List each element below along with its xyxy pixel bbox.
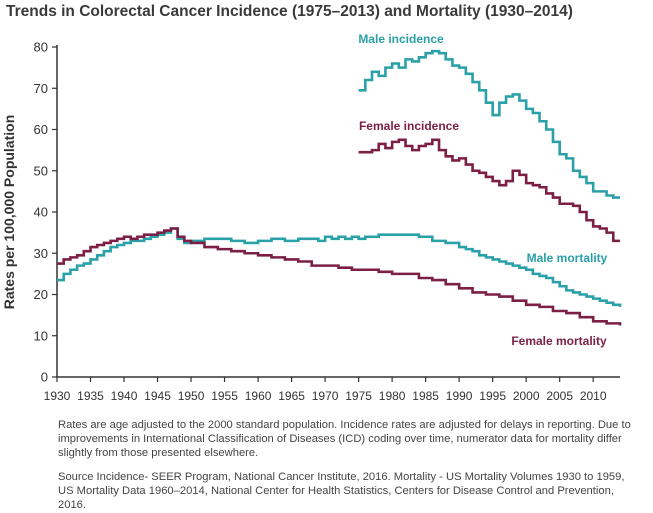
y-tick-label: 20	[34, 287, 48, 302]
y-tick-label: 80	[34, 40, 48, 55]
x-tick-label: 1950	[178, 389, 205, 403]
x-tick-label: 1955	[211, 389, 238, 403]
male-incidence-label: Male incidence	[358, 32, 444, 46]
x-tick-label: 2010	[580, 389, 607, 403]
female-mortality-label: Female mortality	[511, 334, 607, 348]
male-incidence-line	[358, 49, 620, 199]
x-tick-label: 1970	[312, 389, 339, 403]
female-incidence-line	[358, 138, 620, 243]
x-tick-label: 1985	[412, 389, 439, 403]
female-mortality-line	[57, 227, 622, 326]
methodology-note: Rates are age adjusted to the 2000 stand…	[58, 419, 631, 459]
y-tick-label: 40	[34, 205, 48, 220]
series-labels: Male incidence Female incidence Male morta…	[358, 32, 607, 348]
y-tick-label: 30	[34, 246, 48, 261]
x-tick-label: 1965	[278, 389, 305, 403]
x-tick-label: 2005	[546, 389, 573, 403]
y-tick-label: 0	[41, 370, 48, 385]
source-note: Source Incidence- SEER Program, National…	[58, 471, 625, 511]
x-tick-label: 1980	[379, 389, 406, 403]
x-tick-label: 1995	[479, 389, 506, 403]
x-tick-label: 1945	[144, 389, 171, 403]
series-layer	[57, 49, 622, 326]
female-incidence-label: Female incidence	[359, 119, 459, 133]
x-tick-label: 1990	[446, 389, 473, 403]
x-tick-label: 1975	[345, 389, 372, 403]
chart-title: Trends in Colorectal Cancer Incidence (1…	[6, 3, 573, 20]
y-tick-label: 50	[34, 163, 48, 178]
y-tick-label: 10	[34, 328, 48, 343]
x-tick-label: 2000	[513, 389, 540, 403]
y-tick-label: 70	[34, 81, 48, 96]
y-axis-title-group: Rates per 100,000 Population	[1, 115, 17, 310]
x-tick-label: 1930	[44, 389, 71, 403]
male-mortality-line	[57, 227, 622, 307]
axes: 0 10 20 30 40 50 60 70 80 1930 1935 1940 1945 1950 195…	[34, 40, 620, 403]
y-axis-title: Rates per 100,000 Population	[1, 115, 17, 310]
x-tick-label: 1935	[77, 389, 104, 403]
x-tick-label: 1940	[111, 389, 138, 403]
y-tick-label: 60	[34, 122, 48, 137]
line-chart: Rates per 100,000 Population 0 10 20 30 40 50…	[1, 32, 622, 403]
x-tick-label: 1960	[245, 389, 272, 403]
male-mortality-label: Male mortality	[527, 251, 608, 265]
